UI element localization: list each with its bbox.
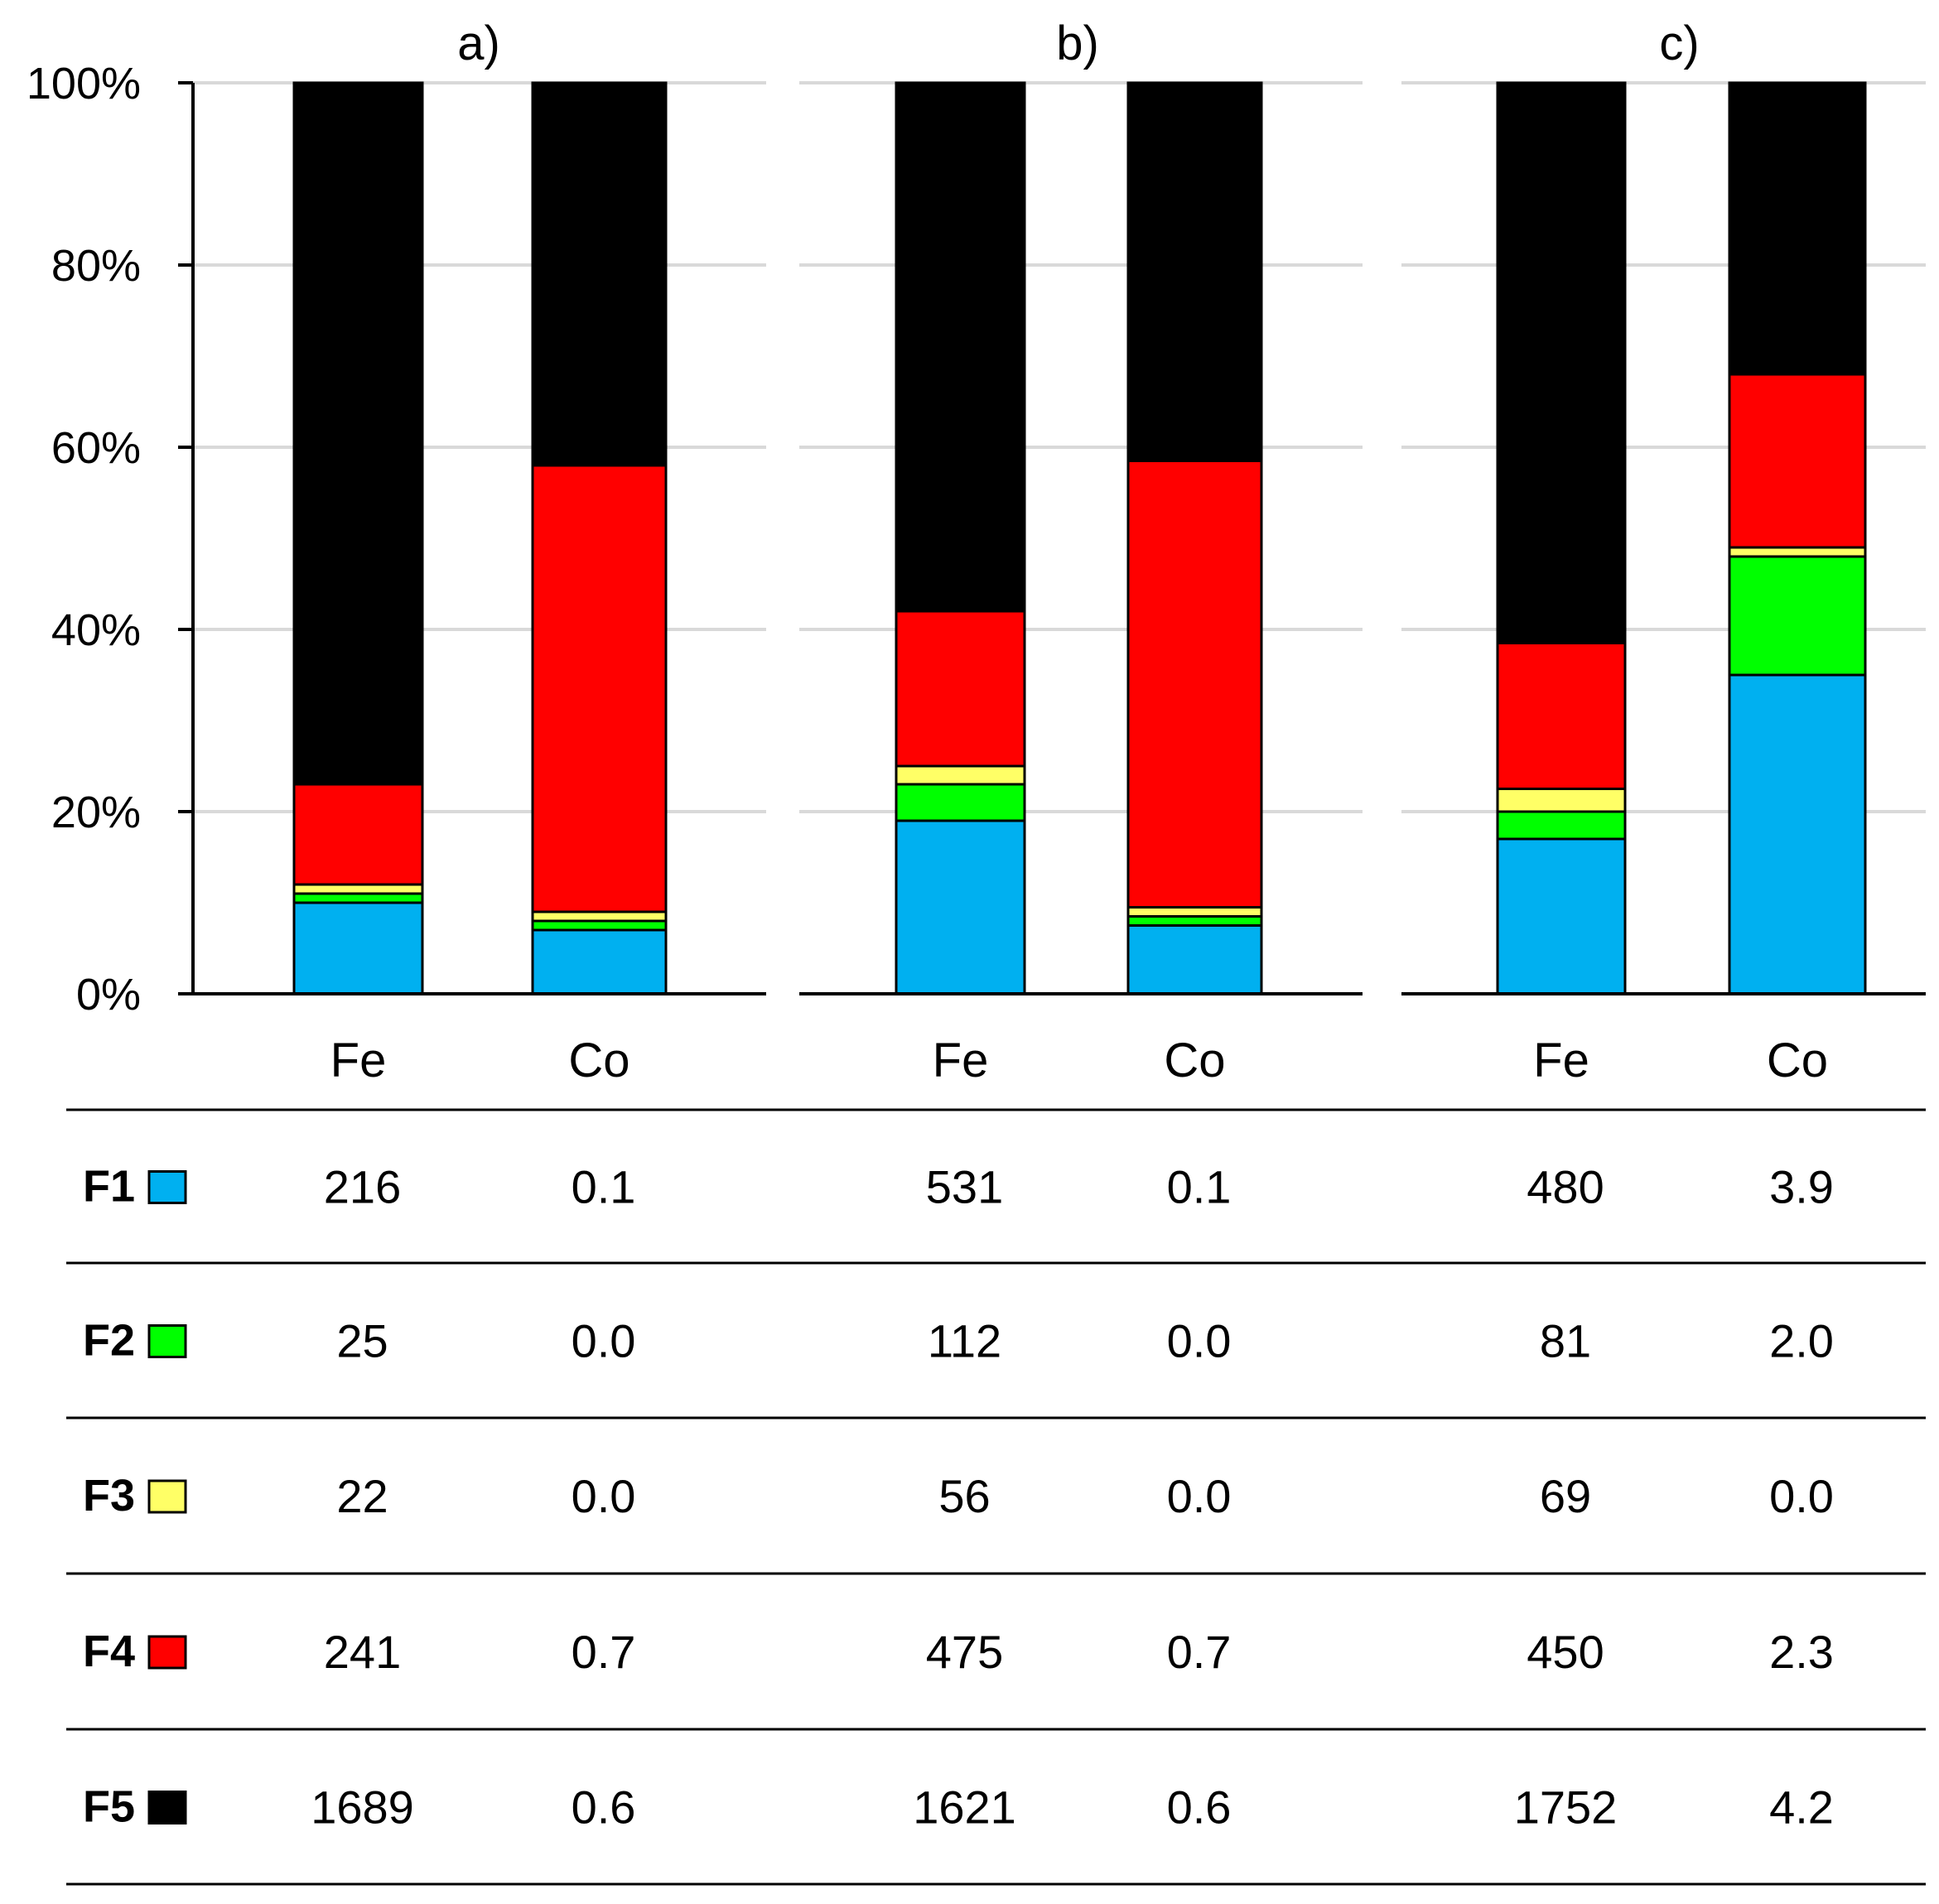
table-cell: 81	[1540, 1315, 1591, 1367]
table-cell: 475	[926, 1626, 1003, 1678]
table-cell: 216	[324, 1161, 401, 1213]
bar-segment-c-co-f5	[1728, 81, 1867, 376]
gridlines	[193, 81, 1926, 813]
table-cell: 2.0	[1769, 1315, 1834, 1367]
table-cell: 1689	[311, 1781, 414, 1834]
bar-segment-b-co-f1	[1126, 924, 1263, 995]
bar-segment-b-fe-f2	[895, 783, 1026, 822]
panel-title: b)	[1056, 17, 1099, 70]
y-tick-label: 20%	[51, 788, 141, 837]
table-cell: 0.1	[572, 1161, 636, 1213]
bar-segment-a-co-f4	[531, 464, 668, 913]
category-label: Fe	[1533, 1034, 1589, 1087]
bar-segment-a-fe-f4	[292, 783, 424, 886]
bar-segment-c-fe-f5	[1496, 81, 1627, 644]
y-tick-label: 0%	[76, 970, 141, 1019]
bar-segment-b-fe-f1	[895, 819, 1026, 995]
table-cell: 1621	[913, 1781, 1016, 1834]
table-cell: 241	[324, 1626, 401, 1678]
category-labels: Fe Co Fe Co Fe Co	[330, 1034, 1828, 1087]
table-cell: 0.6	[1167, 1781, 1232, 1834]
table-cell: 4.2	[1769, 1781, 1834, 1834]
table-cell: 112	[928, 1315, 1001, 1367]
bar-segment-b-fe-f3	[895, 764, 1026, 786]
table-cell: 0.0	[572, 1315, 636, 1367]
y-tick-label: 60%	[51, 423, 141, 473]
bar-segment-a-co-f3	[531, 910, 668, 923]
category-label: Co	[1164, 1034, 1225, 1087]
panel-title: a)	[457, 17, 500, 70]
table-cell: 0.7	[1167, 1626, 1232, 1678]
bar-segment-b-co-f5	[1126, 81, 1263, 462]
table-cell: 1752	[1514, 1781, 1618, 1834]
legend-swatch-f2	[147, 1324, 187, 1358]
y-tick-label: 80%	[51, 241, 141, 291]
category-label: Fe	[330, 1034, 387, 1087]
bar-segment-a-co-f2	[531, 919, 668, 932]
table-row-label: F4	[83, 1627, 135, 1676]
table-cell: 22	[336, 1470, 388, 1522]
table-cell: 0.0	[1167, 1470, 1232, 1522]
bar-segment-c-fe-f2	[1496, 810, 1627, 841]
category-label: Fe	[933, 1034, 989, 1087]
y-axis-ticks: 0% 20% 40% 60% 80% 100%	[27, 59, 141, 1019]
table-cell: 2.3	[1769, 1626, 1834, 1678]
legend-swatch-f3	[147, 1479, 187, 1514]
bar-segment-a-fe-f3	[292, 883, 424, 895]
bar-segment-c-co-f4	[1728, 373, 1867, 549]
table-cell: 0.7	[572, 1626, 636, 1678]
bar-segment-b-fe-f5	[895, 81, 1026, 613]
bar-segment-c-co-f1	[1728, 673, 1867, 995]
data-table: F1 216 0.1 531 0.1 480 3.9 F2 25 0.0 112 0.0 81 2.0 F3…	[66, 1108, 1926, 1886]
bar-segment-b-co-f4	[1126, 460, 1263, 909]
table-cell: 0.1	[1167, 1161, 1232, 1213]
table-cell: 450	[1527, 1626, 1604, 1678]
y-tick-label: 40%	[51, 605, 141, 655]
table-cell: 0.0	[572, 1470, 636, 1522]
legend-swatch-f4	[147, 1635, 187, 1670]
table-cell: 56	[938, 1470, 990, 1522]
axes	[178, 81, 1926, 995]
table-row-label: F1	[83, 1162, 135, 1212]
category-label: Co	[1767, 1034, 1828, 1087]
bar-segment-a-fe-f2	[292, 892, 424, 904]
panel-titles: a) b) c)	[457, 17, 1699, 70]
table-cell: 480	[1527, 1161, 1604, 1213]
bar-segment-b-co-f3	[1126, 906, 1263, 918]
bar-segment-c-co-f3	[1728, 546, 1867, 558]
table-cell: 3.9	[1769, 1161, 1834, 1213]
bar-segment-a-fe-f1	[292, 901, 424, 995]
bar-segment-c-fe-f4	[1496, 642, 1627, 790]
table-row-label: F5	[83, 1782, 135, 1832]
table-row-label: F3	[83, 1471, 135, 1521]
table-cell: 25	[336, 1315, 388, 1367]
y-tick-label: 100%	[27, 59, 141, 108]
table-row-label: F2	[83, 1316, 135, 1366]
bar-segment-a-co-f5	[531, 81, 668, 467]
bar-segment-a-fe-f5	[292, 81, 424, 786]
bar-segment-c-fe-f3	[1496, 788, 1627, 813]
bar-segment-a-co-f1	[531, 928, 668, 995]
panel-title: c)	[1659, 17, 1699, 70]
bar-stacks	[292, 81, 1867, 995]
bar-segment-c-fe-f1	[1496, 837, 1627, 995]
bar-segment-b-co-f2	[1126, 915, 1263, 927]
bar-segment-b-fe-f4	[895, 610, 1026, 768]
table-cell: 0.0	[1167, 1315, 1232, 1367]
category-label: Co	[568, 1034, 629, 1087]
table-cell: 0.6	[572, 1781, 636, 1834]
bar-segment-c-co-f2	[1728, 555, 1867, 677]
table-cell: 0.0	[1769, 1470, 1834, 1522]
legend-swatch-f5	[147, 1791, 187, 1824]
legend-swatch-f1	[147, 1170, 187, 1204]
table-cell: 69	[1540, 1470, 1591, 1522]
table-cell: 531	[926, 1161, 1003, 1213]
